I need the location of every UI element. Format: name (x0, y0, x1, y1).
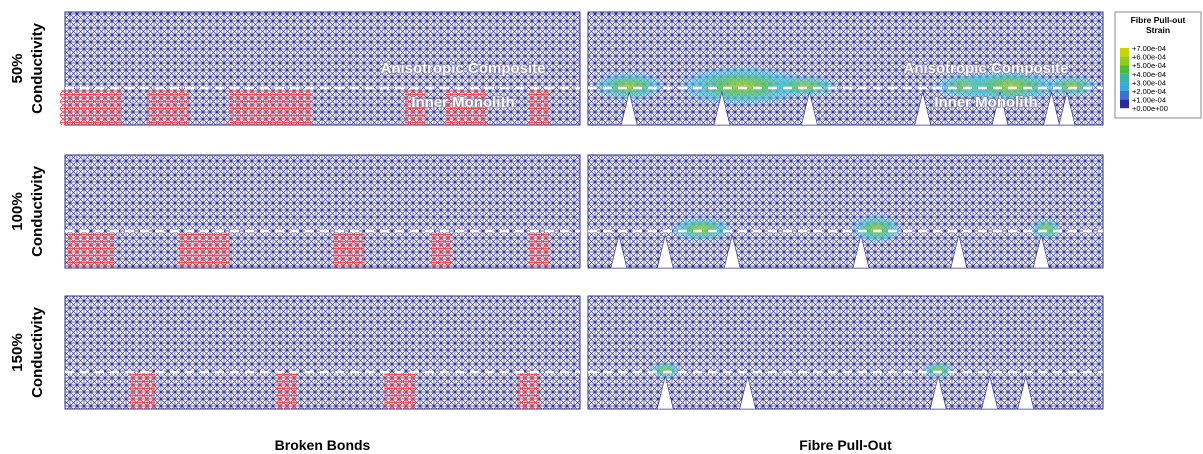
broken-bonds (518, 374, 539, 409)
legend-label: +0.00e+00 (1132, 104, 1168, 113)
broken-bonds (529, 233, 550, 268)
broken-bonds (68, 233, 114, 268)
column-label: Broken Bonds (275, 437, 371, 453)
annotation: Anisotropic Composite (903, 60, 1068, 77)
strain-blob (670, 217, 732, 241)
row-label: Conductivity (29, 306, 46, 397)
strain-blob (1046, 76, 1098, 96)
panel (65, 296, 580, 409)
broken-bonds (129, 374, 155, 409)
annotation: Inner Monolith (934, 94, 1037, 111)
broken-bonds (60, 90, 122, 125)
row-label: 100% (9, 192, 26, 230)
broken-bonds (276, 374, 297, 409)
legend-swatch (1120, 57, 1129, 66)
row-label: Conductivity (29, 165, 46, 256)
broken-bonds (529, 90, 550, 125)
panel (65, 155, 580, 268)
panel (588, 155, 1103, 268)
legend-swatch (1120, 82, 1129, 91)
strain-blob (768, 76, 840, 96)
row-label: 50% (9, 53, 26, 83)
strain-blob (650, 362, 681, 378)
annotation: Anisotropic Composite (380, 60, 545, 77)
strain-blob (1031, 219, 1062, 239)
broken-bonds (431, 233, 452, 268)
legend: Fibre Pull-outStrain+7.00e-04+6.00e-04+5… (1115, 12, 1201, 118)
annotation: Inner Monolith (411, 94, 514, 111)
broken-bonds (384, 374, 415, 409)
broken-bonds (230, 90, 281, 125)
broken-bonds (147, 90, 188, 125)
broken-bonds (281, 90, 312, 125)
legend-title: Strain (1146, 25, 1170, 35)
strain-blob (851, 215, 903, 243)
legend-swatch (1120, 91, 1129, 100)
row-label: Conductivity (29, 22, 46, 113)
figure: Anisotropic CompositeInner MonolithAniso… (0, 0, 1203, 454)
legend-swatch (1120, 74, 1129, 83)
panel: Anisotropic Composite Inner Monolith (60, 12, 580, 125)
mesh (65, 155, 580, 268)
row-label: 150% (9, 333, 26, 371)
legend-swatch (1120, 100, 1129, 109)
panel (588, 296, 1103, 409)
panel: Anisotropic Composite Inner Monolith (588, 12, 1103, 125)
column-label: Fibre Pull-Out (799, 437, 892, 453)
legend-swatch (1120, 65, 1129, 74)
legend-title: Fibre Pull-out (1131, 15, 1186, 25)
strain-blob (923, 362, 954, 378)
broken-bonds (178, 233, 230, 268)
broken-bonds (333, 233, 364, 268)
legend-swatch (1120, 48, 1129, 57)
